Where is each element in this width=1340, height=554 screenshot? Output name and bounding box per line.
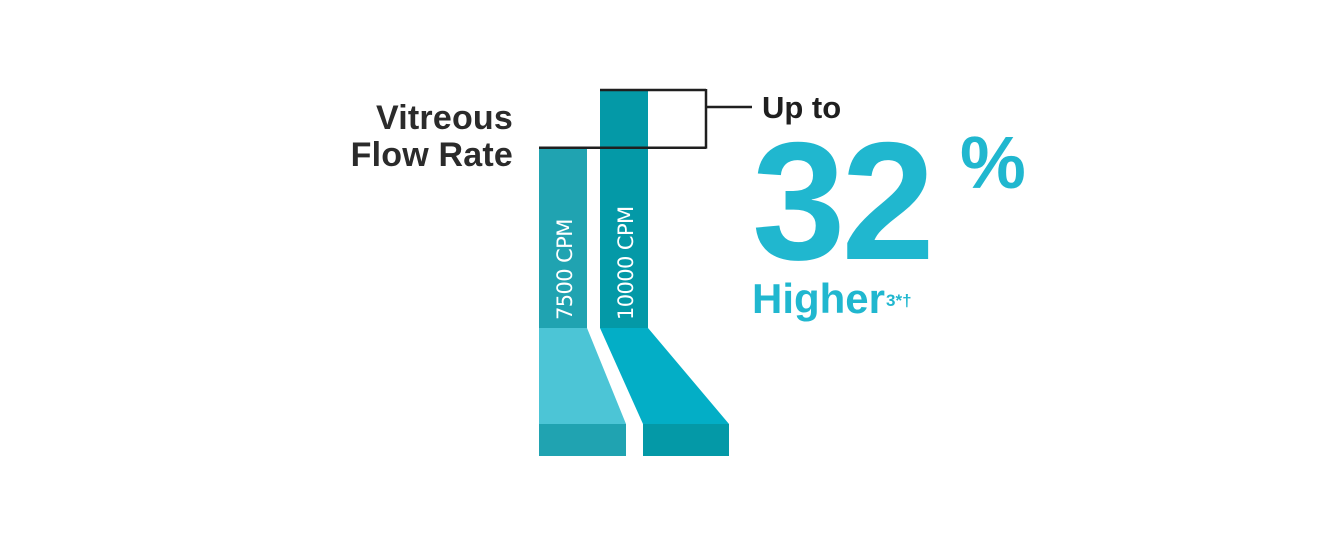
bar-7500-column — [539, 147, 587, 328]
callout-prefix: Up to — [762, 90, 842, 125]
callout-suffix-line: Higher3*† — [752, 276, 1072, 322]
callout-value: 32 — [752, 107, 935, 295]
bar-10000-flow — [600, 328, 729, 424]
bar-7500-flow — [539, 328, 626, 424]
increase-callout: Up to 32 % Higher3*† — [752, 88, 1072, 322]
category-label-10000: 10000 CPM — [614, 206, 638, 320]
bar-7500-base — [539, 424, 626, 456]
category-label-7500: 7500 CPM — [553, 219, 577, 320]
callout-unit: % — [960, 121, 1026, 204]
callout-figure: 32 % — [752, 117, 1072, 285]
bar-10000-base — [643, 424, 729, 456]
callout-footnote: 3*† — [886, 291, 912, 310]
y-axis-title-line-1: Vitreous — [375, 99, 513, 137]
bar-10000-column — [600, 90, 648, 328]
callout-suffix: Higher — [752, 275, 886, 322]
y-axis-title: Vitreous Flow Rate — [351, 100, 513, 174]
y-axis-title-line-2: Flow Rate — [350, 136, 513, 174]
